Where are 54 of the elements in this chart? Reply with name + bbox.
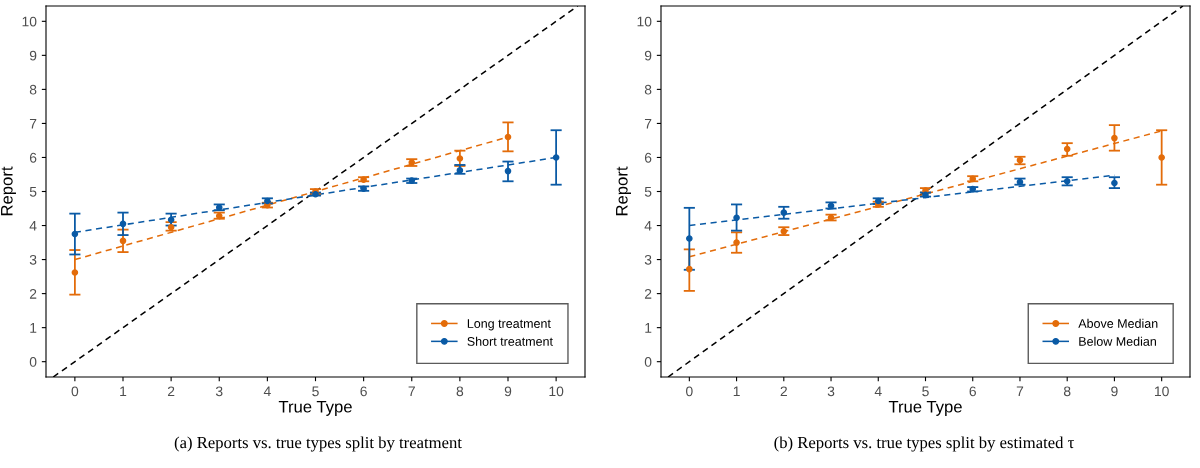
- y-tick-label: 10: [637, 16, 652, 27]
- y-tick-label: 5: [29, 186, 37, 197]
- y-tick-label: 7: [29, 118, 37, 129]
- y-tick-label: 5: [644, 186, 652, 197]
- x-tick-label: 10: [1155, 386, 1169, 397]
- x-tick-label: 7: [1016, 386, 1024, 397]
- y-tick-label: 9: [644, 50, 652, 61]
- legend-label: Above Median: [1078, 318, 1158, 328]
- x-axis-title: True Type: [278, 400, 352, 416]
- legend-label: Short treatment: [467, 336, 553, 346]
- y-tick-label: 4: [644, 221, 652, 231]
- x-tick-label: 9: [1111, 386, 1118, 397]
- y-tick-label: 4: [29, 221, 37, 231]
- y-axis-title: Report: [1, 166, 16, 216]
- legend-label: Below Median: [1079, 336, 1156, 346]
- y-tick-label: 6: [29, 152, 37, 163]
- x-tick-label: 10: [549, 386, 564, 397]
- text: (b) Reports vs. true types split by estimated τ: [774, 436, 1074, 452]
- text: (a) Reports vs. true types split by treatment: [174, 436, 462, 452]
- x-tick-label: 5: [922, 386, 929, 397]
- x-tick-label: 7: [408, 386, 415, 397]
- x-tick-label: 9: [504, 386, 512, 397]
- y-tick-label: 1: [30, 323, 37, 333]
- x-tick-label: 5: [312, 386, 319, 397]
- y-tick-label: 10: [22, 16, 37, 27]
- y-tick-label: 8: [644, 84, 652, 95]
- x-tick-label: 2: [780, 386, 787, 397]
- x-tick-label: 6: [360, 386, 367, 397]
- y-tick-label: 2: [29, 288, 37, 299]
- x-tick-label: 4: [874, 386, 882, 397]
- x-axis-title: True Type: [888, 400, 962, 416]
- x-tick-label: 4: [263, 386, 271, 397]
- x-tick-label: 8: [1063, 386, 1071, 397]
- y-tick-label: 6: [644, 152, 652, 163]
- y-tick-label: 0: [644, 357, 652, 367]
- x-tick-label: 3: [215, 386, 223, 397]
- legend-label: Long treatment: [467, 319, 551, 331]
- x-tick-label: 3: [827, 386, 835, 397]
- x-tick-label: 0: [686, 386, 693, 397]
- y-tick-label: 8: [29, 84, 37, 95]
- x-tick-label: 6: [969, 386, 976, 397]
- y-tick-label: 3: [644, 254, 652, 265]
- y-tick-label: 3: [29, 254, 37, 265]
- y-tick-label: 7: [644, 118, 652, 129]
- x-tick-label: 1: [733, 386, 740, 397]
- y-axis-title: Report: [616, 166, 631, 216]
- y-tick-label: 1: [645, 323, 652, 333]
- y-tick-label: 2: [644, 288, 652, 299]
- y-tick-label: 9: [29, 50, 37, 61]
- x-tick-label: 2: [167, 386, 175, 397]
- y-tick-label: 0: [29, 357, 37, 367]
- x-tick-label: 1: [120, 386, 127, 397]
- x-tick-label: 8: [456, 386, 464, 397]
- x-tick-label: 0: [71, 386, 79, 397]
